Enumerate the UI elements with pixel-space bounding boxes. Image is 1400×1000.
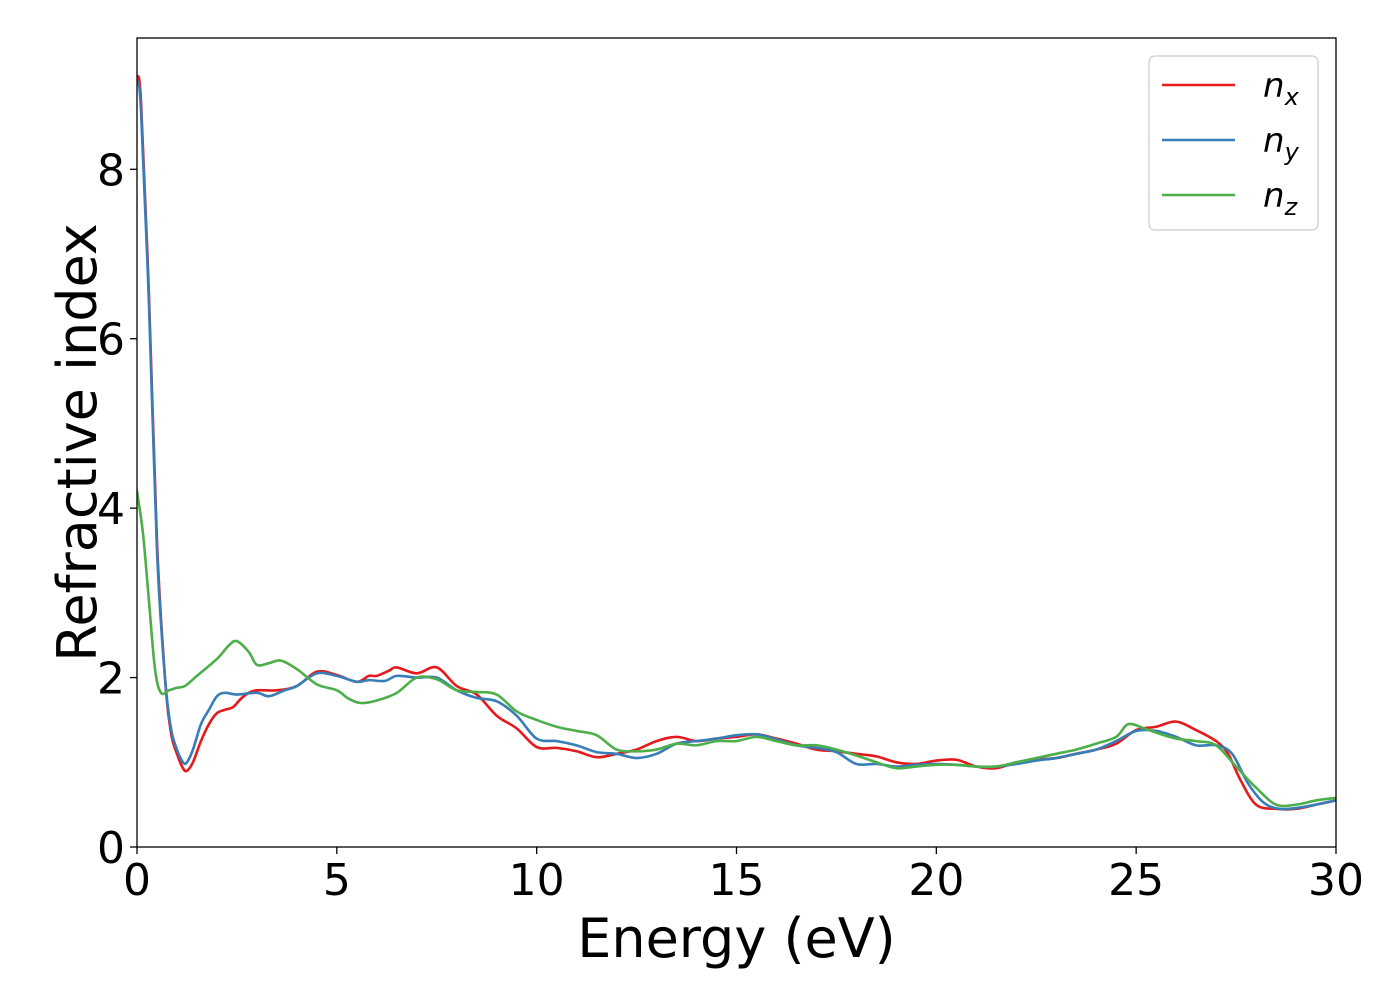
series-layer: [137, 74, 1336, 811]
x-tick-label: 5: [323, 855, 351, 906]
series-line-n-z: [137, 489, 1336, 808]
plot-background: [137, 38, 1336, 847]
legend-label-sub: y: [1284, 138, 1300, 166]
legend-label-n-z: nz: [1263, 176, 1299, 221]
x-tick-label: 30: [1308, 855, 1364, 906]
x-axis-title: Energy (eV): [577, 907, 896, 970]
y-tick-label: 6: [97, 315, 125, 366]
legend-label-n-x: nx: [1263, 66, 1300, 111]
y-tick-label: 0: [97, 823, 125, 874]
legend-label-base: n: [1263, 176, 1285, 216]
y-axis-title: Refractive index: [46, 223, 109, 662]
series-line-n-y: [137, 79, 1336, 811]
y-axis-ticks: 0 2 4 6 8: [97, 145, 137, 874]
y-tick-label: 4: [97, 484, 125, 535]
legend-label-n-y: ny: [1263, 121, 1300, 166]
x-tick-label: 25: [1108, 855, 1164, 906]
legend-label-sub: x: [1284, 83, 1300, 111]
x-tick-label: 20: [908, 855, 964, 906]
x-tick-label: 10: [509, 855, 565, 906]
legend-label-sub: z: [1284, 193, 1299, 221]
x-tick-label: 15: [709, 855, 765, 906]
legend-label-base: n: [1263, 121, 1285, 161]
y-tick-label: 2: [97, 654, 125, 705]
legend-label-base: n: [1263, 66, 1285, 106]
x-tick-label: 0: [123, 855, 151, 906]
legend-box: [1148, 55, 1319, 231]
y-tick-label: 8: [97, 145, 125, 196]
x-axis-ticks: 0 5 10 15 20 25 30: [123, 847, 1364, 906]
